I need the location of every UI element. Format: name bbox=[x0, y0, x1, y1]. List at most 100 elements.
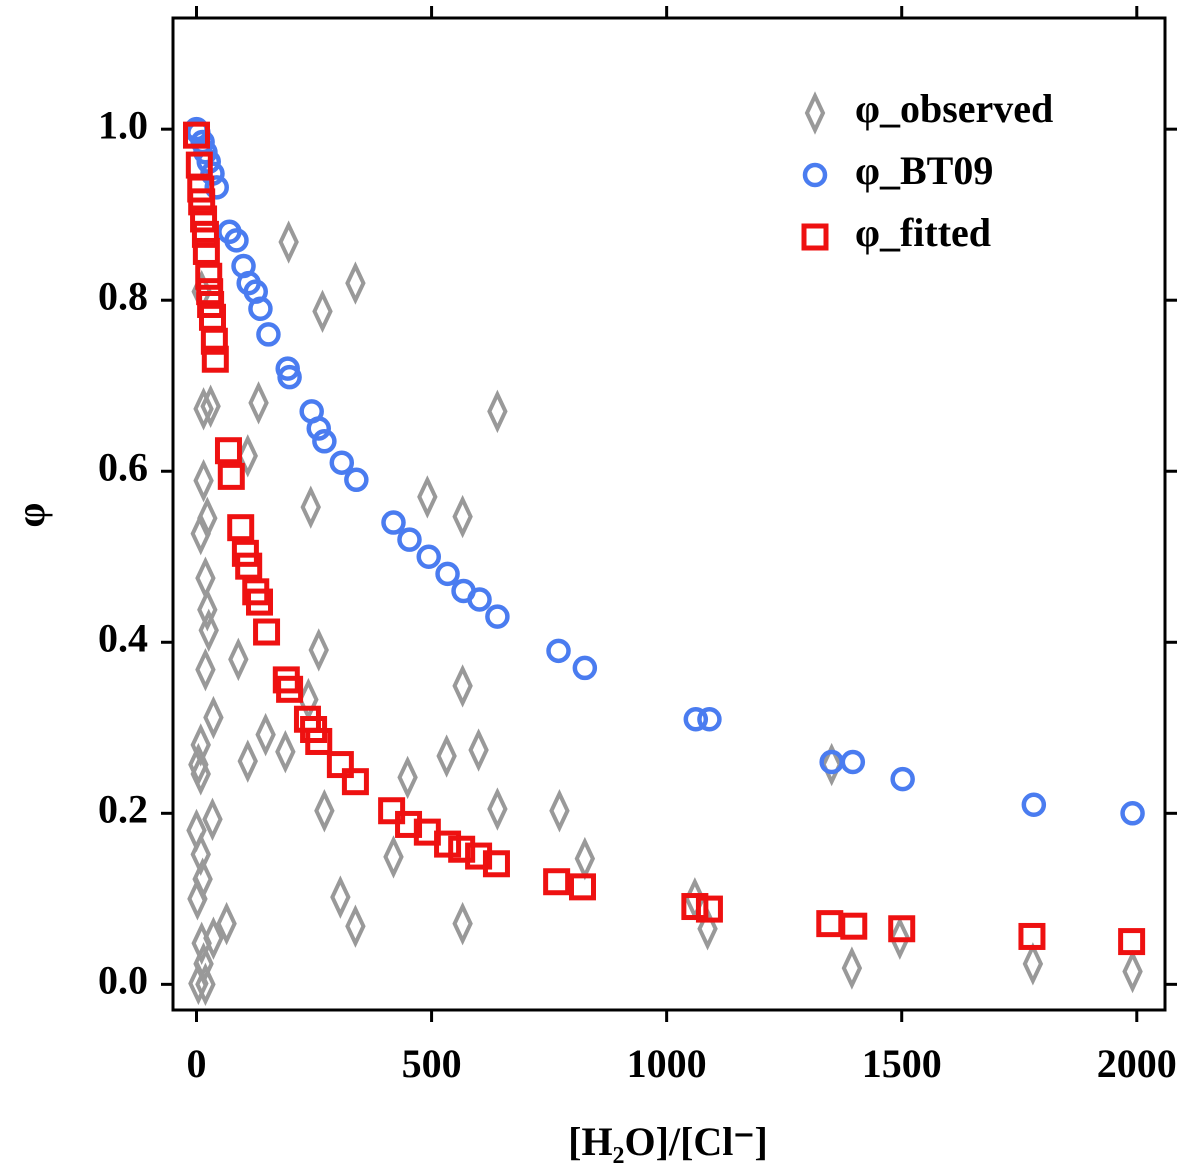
point bbox=[436, 734, 457, 778]
point bbox=[191, 220, 219, 248]
point bbox=[214, 437, 242, 465]
point bbox=[228, 637, 249, 682]
point bbox=[195, 962, 216, 1007]
point bbox=[543, 868, 571, 896]
point bbox=[816, 910, 844, 938]
y-tick-label: 0.4 bbox=[98, 615, 148, 660]
x-tick-label: 1500 bbox=[862, 1041, 942, 1086]
point bbox=[1022, 942, 1044, 986]
point bbox=[193, 387, 214, 431]
point bbox=[840, 912, 868, 940]
point bbox=[237, 739, 258, 783]
point bbox=[434, 830, 462, 858]
point bbox=[326, 751, 354, 779]
point bbox=[345, 904, 366, 948]
point bbox=[468, 728, 489, 772]
legend-label: φ_fitted bbox=[855, 210, 991, 255]
legend-label: φ_BT09 bbox=[855, 148, 993, 193]
point bbox=[314, 789, 335, 833]
point bbox=[344, 467, 369, 493]
point bbox=[487, 787, 508, 831]
point bbox=[467, 587, 492, 612]
point bbox=[277, 364, 302, 390]
point bbox=[312, 289, 333, 334]
point bbox=[452, 494, 473, 539]
point bbox=[485, 604, 510, 629]
point bbox=[683, 706, 709, 732]
y-tick-label: 0.6 bbox=[98, 444, 148, 489]
point bbox=[204, 175, 229, 200]
point bbox=[381, 510, 406, 535]
point bbox=[255, 712, 276, 757]
point bbox=[487, 389, 508, 434]
point bbox=[217, 462, 245, 490]
point bbox=[1122, 949, 1143, 994]
y-tick-label: 0.8 bbox=[98, 273, 148, 318]
point bbox=[397, 527, 422, 552]
x-tick-label: 2000 bbox=[1097, 1041, 1177, 1086]
point bbox=[452, 664, 473, 708]
point bbox=[192, 857, 213, 901]
point bbox=[253, 618, 281, 646]
point bbox=[227, 514, 255, 542]
point bbox=[195, 262, 223, 290]
point bbox=[435, 561, 460, 587]
point bbox=[697, 907, 718, 951]
y-tick-label: 0.2 bbox=[98, 786, 148, 831]
point bbox=[330, 875, 351, 919]
point bbox=[188, 961, 209, 1006]
y-tick-label: 1.0 bbox=[98, 102, 148, 147]
point bbox=[188, 188, 216, 216]
point bbox=[224, 228, 249, 253]
point bbox=[821, 742, 842, 787]
point bbox=[448, 835, 476, 863]
point bbox=[190, 832, 211, 877]
point bbox=[276, 675, 304, 703]
point bbox=[1120, 801, 1145, 826]
point bbox=[237, 434, 258, 478]
point bbox=[378, 797, 406, 825]
point bbox=[1118, 928, 1146, 956]
point bbox=[300, 485, 321, 529]
point bbox=[417, 475, 438, 519]
point bbox=[890, 766, 915, 792]
point bbox=[546, 638, 571, 664]
point bbox=[248, 381, 269, 425]
point bbox=[465, 842, 493, 870]
point bbox=[190, 205, 218, 233]
point bbox=[383, 835, 404, 879]
point bbox=[200, 327, 228, 355]
point bbox=[256, 322, 281, 347]
point bbox=[1021, 792, 1047, 818]
legend-marker bbox=[801, 223, 829, 251]
point bbox=[345, 261, 366, 305]
x-tick-label: 500 bbox=[402, 1041, 462, 1086]
point bbox=[191, 921, 212, 965]
point bbox=[695, 895, 723, 923]
point bbox=[397, 755, 418, 800]
point bbox=[681, 893, 709, 921]
point bbox=[888, 915, 916, 943]
point bbox=[329, 450, 355, 475]
point bbox=[198, 608, 219, 653]
point bbox=[197, 588, 218, 632]
legend-marker bbox=[804, 91, 826, 135]
plot-frame bbox=[171, 16, 1167, 1012]
point bbox=[190, 511, 211, 556]
point bbox=[192, 237, 220, 265]
point bbox=[201, 345, 229, 373]
point bbox=[246, 588, 274, 616]
point bbox=[203, 695, 224, 740]
point bbox=[200, 384, 221, 428]
point bbox=[235, 552, 263, 580]
point bbox=[697, 706, 722, 732]
point bbox=[416, 544, 442, 570]
x-axis-label: [H₂O]/[Cl⁻] bbox=[568, 1119, 768, 1164]
point bbox=[203, 916, 224, 960]
point bbox=[1018, 922, 1046, 950]
y-tick-label: 0.0 bbox=[98, 958, 148, 1003]
point bbox=[216, 901, 237, 946]
point bbox=[183, 121, 211, 149]
point bbox=[482, 850, 510, 878]
